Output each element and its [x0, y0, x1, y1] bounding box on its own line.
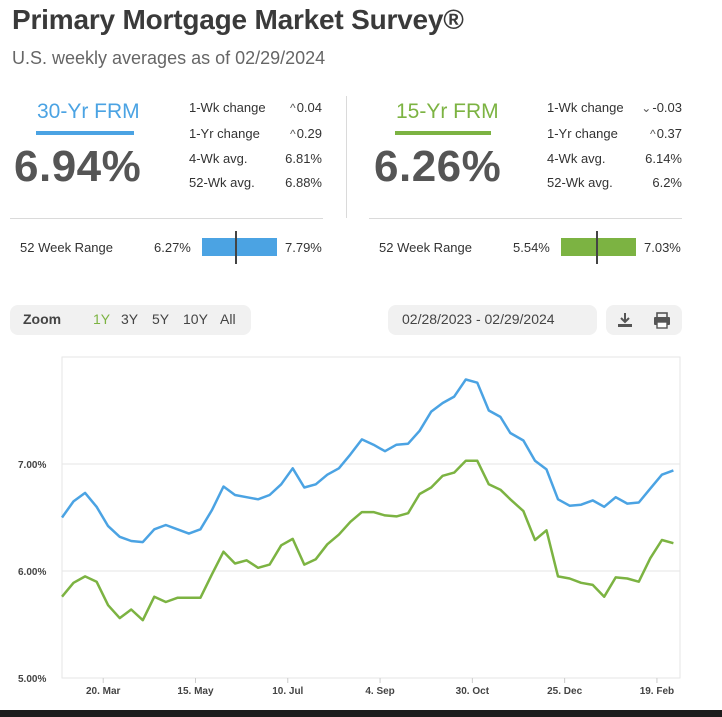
bottom-border [0, 710, 722, 717]
rate-value-15yr: 6.26% [374, 142, 502, 191]
range-bar-30yr [202, 238, 277, 256]
y-axis-ticks: 5.00% 6.00% 7.00% [18, 460, 46, 685]
zoom-control [10, 305, 251, 335]
zoom-button-10y[interactable]: 10Y [183, 311, 208, 327]
rate-underline-30yr [36, 131, 134, 135]
range-label: 52 Week Range [379, 240, 472, 255]
range-low: 5.54% [513, 240, 550, 255]
series-lines [60, 378, 674, 622]
range-high: 7.03% [644, 240, 681, 255]
divider [10, 218, 323, 219]
stat-value-text: -0.03 [652, 100, 682, 115]
y-tick-label: 7.00% [18, 460, 46, 471]
x-tick-label: 10. Jul [272, 686, 303, 697]
chevron-up-icon: ^ [650, 127, 656, 141]
x-tick-label: 19. Feb [640, 686, 674, 697]
stat-value: 6.88% [285, 175, 322, 190]
rate-value-30yr: 6.94% [14, 142, 142, 191]
stat-label: 1-Yr change [547, 126, 618, 141]
x-tick-label: 4. Sep [365, 686, 394, 697]
stat-value-text: 0.29 [296, 126, 322, 141]
x-tick-label: 15. May [177, 686, 214, 697]
range-label: 52 Week Range [20, 240, 113, 255]
series-line-30yr [60, 378, 674, 544]
stat-value-text: 0.37 [656, 126, 682, 141]
chevron-up-icon: ^ [290, 101, 296, 115]
rate-underline-15yr [395, 131, 491, 135]
rate-label-15yr: 15-Yr FRM [396, 100, 499, 123]
stat-label: 52-Wk avg. [547, 175, 613, 190]
stat-value: ⌄-0.03 [622, 100, 682, 115]
print-icon [654, 312, 670, 329]
stat-label: 1-Wk change [547, 100, 624, 115]
chevron-down-icon: ⌄ [641, 101, 652, 115]
stat-label: 1-Wk change [189, 100, 266, 115]
zoom-label: Zoom [23, 311, 62, 327]
stat-label: 4-Wk avg. [189, 151, 248, 166]
stat-label: 52-Wk avg. [189, 175, 255, 190]
range-low: 6.27% [154, 240, 191, 255]
plot-area [61, 356, 681, 679]
chevron-up-icon: ^ [290, 127, 296, 141]
date-range-picker[interactable] [388, 305, 597, 335]
rate-label-30yr: 30-Yr FRM [37, 100, 140, 123]
download-button[interactable] [606, 305, 644, 335]
zoom-button-1y[interactable]: 1Y [93, 311, 111, 327]
zoom-button-3y[interactable]: 3Y [121, 311, 139, 327]
range-bar-15yr [561, 238, 636, 256]
x-tick-label: 20. Mar [86, 686, 121, 697]
x-axis-ticks: 20. Mar 15. May 10. Jul 4. Sep 30. Oct 25. De… [86, 678, 674, 697]
divider [369, 218, 682, 219]
stat-value: 6.2% [652, 175, 682, 190]
range-high: 7.79% [285, 240, 322, 255]
y-tick-label: 5.00% [18, 674, 46, 685]
series-line-15yr [61, 459, 674, 622]
stat-value-text: 0.04 [296, 100, 322, 115]
vertical-divider [346, 96, 347, 218]
zoom-button-all[interactable]: All [220, 311, 236, 327]
stat-value: ^0.37 [622, 126, 682, 141]
page-title: Primary Mortgage Market Survey® [12, 4, 464, 35]
zoom-button-5y[interactable]: 5Y [152, 311, 170, 327]
stat-label: 1-Yr change [189, 126, 260, 141]
print-button[interactable] [644, 305, 682, 335]
stat-value: ^0.04 [270, 100, 322, 115]
date-range-text: 02/28/2023 - 02/29/2024 [402, 311, 555, 327]
range-marker [596, 231, 599, 264]
stat-value: ^0.29 [270, 126, 322, 141]
x-tick-label: 30. Oct [456, 686, 490, 697]
gridlines [62, 463, 680, 679]
x-tick-label: 25. Dec [547, 686, 582, 697]
stat-value: 6.14% [645, 151, 682, 166]
y-tick-label: 6.00% [18, 567, 46, 578]
page-subtitle: U.S. weekly averages as of 02/29/2024 [12, 48, 326, 68]
stat-label: 4-Wk avg. [547, 151, 606, 166]
download-icon [618, 313, 632, 327]
stat-value: 6.81% [285, 151, 322, 166]
range-marker [235, 231, 237, 264]
